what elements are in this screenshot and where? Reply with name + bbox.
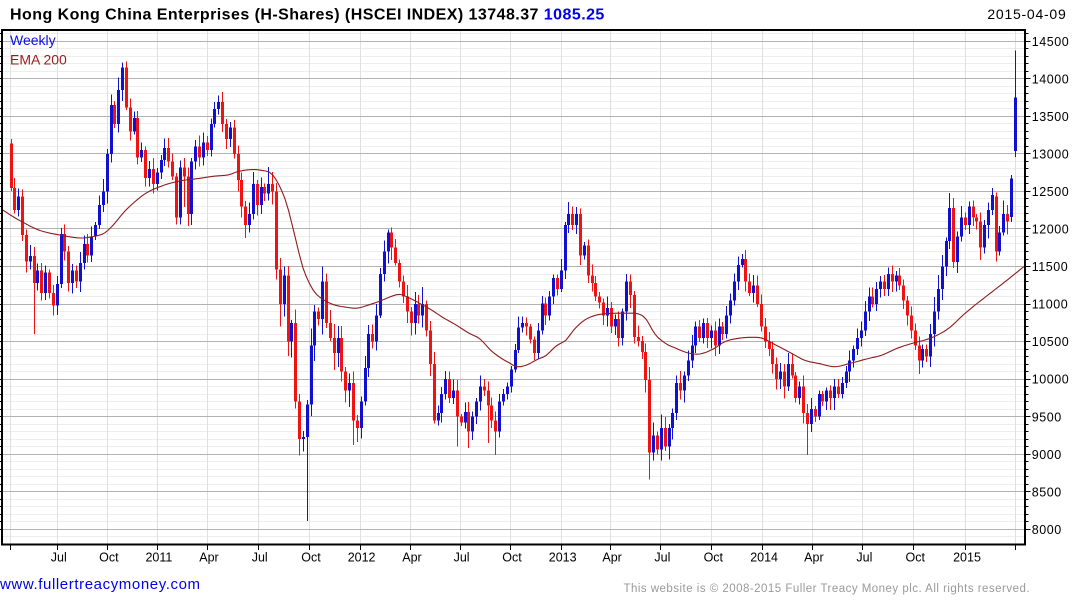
svg-text:Apr: Apr xyxy=(402,551,421,565)
svg-text:Jul: Jul xyxy=(51,551,67,565)
svg-text:8000: 8000 xyxy=(1032,523,1062,537)
svg-text:8500: 8500 xyxy=(1032,485,1062,499)
svg-text:Jul: Jul xyxy=(454,551,470,565)
svg-text:2014: 2014 xyxy=(750,551,778,565)
svg-text:This website is © 2008-2015 Fu: This website is © 2008-2015 Fuller Treac… xyxy=(623,583,1030,595)
svg-text:9500: 9500 xyxy=(1032,410,1062,424)
svg-text:2015: 2015 xyxy=(953,551,981,565)
svg-text:Oct: Oct xyxy=(301,551,321,565)
svg-text:14500: 14500 xyxy=(1032,35,1070,49)
svg-text:EMA 200: EMA 200 xyxy=(10,52,67,68)
svg-text:13000: 13000 xyxy=(1032,148,1070,162)
svg-text:2015-04-09: 2015-04-09 xyxy=(987,6,1066,22)
svg-text:11500: 11500 xyxy=(1032,260,1069,274)
svg-text:13500: 13500 xyxy=(1032,110,1070,124)
svg-text:Oct: Oct xyxy=(99,551,119,565)
svg-text:Oct: Oct xyxy=(704,551,724,565)
svg-text:Jul: Jul xyxy=(856,551,872,565)
svg-text:Apr: Apr xyxy=(199,551,218,565)
svg-text:Hong Kong China Enterprises (H: Hong Kong China Enterprises (H-Shares) (… xyxy=(10,7,605,24)
svg-text:11000: 11000 xyxy=(1032,298,1069,312)
svg-text:www.fullertreacymoney.com: www.fullertreacymoney.com xyxy=(0,576,201,593)
svg-text:Jul: Jul xyxy=(252,551,268,565)
svg-text:14000: 14000 xyxy=(1032,72,1070,86)
svg-text:Weekly: Weekly xyxy=(10,32,56,48)
svg-text:12500: 12500 xyxy=(1032,185,1070,199)
svg-text:2013: 2013 xyxy=(549,551,577,565)
svg-text:Oct: Oct xyxy=(502,551,522,565)
svg-text:10000: 10000 xyxy=(1032,373,1070,387)
svg-text:Apr: Apr xyxy=(602,551,621,565)
svg-text:Oct: Oct xyxy=(905,551,925,565)
svg-text:10500: 10500 xyxy=(1032,335,1070,349)
svg-text:9000: 9000 xyxy=(1032,448,1062,462)
svg-text:Apr: Apr xyxy=(804,551,823,565)
svg-text:Jul: Jul xyxy=(654,551,670,565)
svg-text:2012: 2012 xyxy=(348,551,376,565)
svg-text:12000: 12000 xyxy=(1032,223,1070,237)
svg-text:2011: 2011 xyxy=(145,551,172,565)
